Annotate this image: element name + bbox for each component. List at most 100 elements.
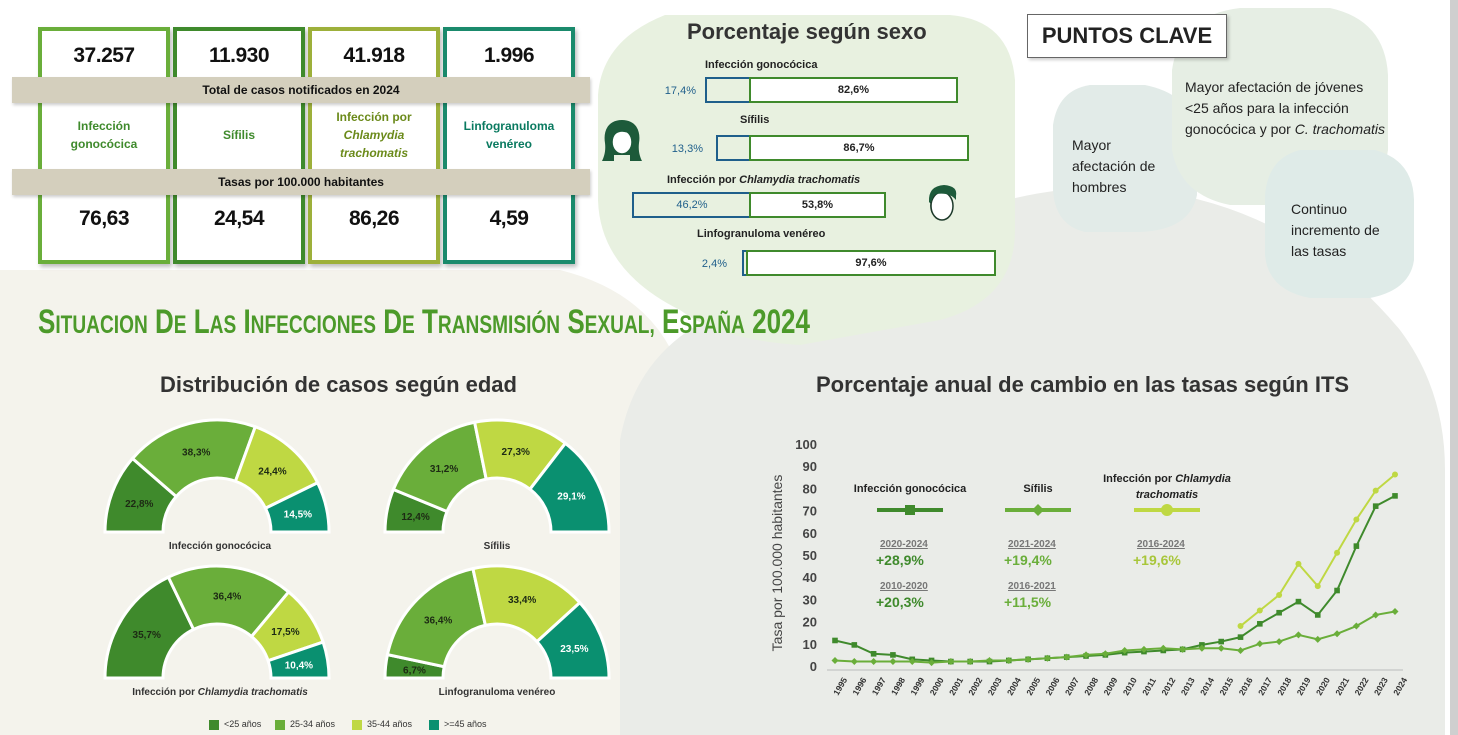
trend-legend-0: Infección gonocócica (854, 483, 967, 515)
y-tick-label: 100 (795, 437, 817, 452)
data-point (1217, 644, 1225, 652)
female-bar-gonococcal (705, 77, 750, 103)
data-point (1140, 645, 1148, 653)
donut-2: 35,7% 36,4% 17,5% 10,4% (103, 564, 331, 680)
donut-value-label: 14,5% (284, 509, 312, 520)
svg-text:Infección por Chlamydia: Infección por Chlamydia (1103, 473, 1231, 485)
data-point (1063, 653, 1071, 661)
sex-section-title: Porcentaje según sexo (687, 19, 927, 44)
data-point (831, 656, 839, 664)
donut-slice (534, 600, 611, 680)
data-point (1314, 612, 1321, 618)
data-point (1256, 640, 1264, 648)
donut-name-lgv: Linfogranuloma venéreo (438, 687, 556, 698)
cases-syphilis: 11.930 (208, 44, 270, 67)
data-point (1372, 503, 1379, 509)
y-tick-label: 30 (803, 592, 817, 607)
age-section-title: Distribución de casos según edad (160, 372, 517, 397)
x-tick-label: 2023 (1372, 675, 1390, 697)
data-point (1237, 634, 1244, 640)
donut-slice (130, 418, 258, 499)
trend-legend-1: Sífilis (1005, 483, 1071, 516)
donut-value-label: 31,2% (430, 464, 458, 475)
data-point (1121, 646, 1129, 654)
woman-icon (602, 120, 642, 161)
data-point (1043, 654, 1051, 662)
main-title: SITUACION DE LAS INFECCIONES DE TRANSMIS… (38, 303, 810, 341)
female-pct-lgv: 2,4% (701, 258, 727, 270)
y-axis-label: Tasa por 100.000 habitantes (769, 475, 785, 652)
male-bar-chlamydia: 53,8% (749, 192, 886, 218)
sex-label-chlamydia: Infección por Chlamydia trachomatis (667, 174, 861, 186)
rate-lgv: 4,59 (489, 207, 529, 230)
x-tick-label: 1997 (870, 675, 888, 697)
trend-stat-value: +19,4% (1004, 552, 1052, 568)
donut-value-label: 33,4% (508, 595, 536, 606)
x-tick-label: 2004 (1005, 675, 1023, 697)
y-tick-label: 70 (803, 504, 817, 519)
data-point (1276, 591, 1283, 598)
y-tick-label: 50 (803, 548, 817, 563)
legend-25-34: 25-34 años (275, 719, 335, 730)
y-tick-label: 10 (803, 637, 817, 652)
x-tick-label: 2000 (928, 675, 946, 697)
data-point (1295, 598, 1302, 605)
x-tick-label: 2014 (1198, 675, 1216, 697)
donut-value-label: 36,4% (213, 592, 241, 603)
data-point (1275, 638, 1283, 646)
disease-label-gonococcal: Infección gonocócica (70, 119, 138, 151)
donut-3: 6,7% 36,4% 33,4% 23,5% (383, 564, 611, 680)
x-tick-label: 1998 (889, 675, 907, 697)
data-point (1333, 630, 1341, 638)
sex-label-gonococcal: Infección gonocócica (705, 59, 818, 71)
x-tick-label: 2024 (1391, 675, 1409, 697)
key-point-men: Mayor afectación de hombres (1072, 137, 1156, 195)
legend-under25: <25 años (209, 719, 261, 730)
data-point (1334, 587, 1340, 594)
x-tick-label: 2003 (986, 675, 1004, 697)
donut-slice (527, 441, 611, 534)
y-tick-label: 20 (803, 615, 817, 630)
x-tick-label: 2019 (1295, 675, 1313, 697)
key-point-increase: Continuo incremento de las tasas (1291, 201, 1380, 259)
cases-gonococcal: 37.257 (73, 44, 135, 67)
data-point (1276, 609, 1282, 616)
x-tick-label: 2016 (1237, 675, 1255, 697)
donut-value-label: 6,7% (403, 665, 426, 676)
data-point (1024, 655, 1032, 663)
donut-slice (266, 640, 331, 680)
donut-0: 22,8% 38,3% 24,4% 14,5% (103, 418, 331, 534)
x-tick-label: 2005 (1024, 675, 1042, 697)
data-point (1237, 646, 1245, 654)
summary-box-syphilis (173, 27, 305, 264)
data-point (966, 658, 974, 666)
data-point (1082, 651, 1090, 659)
data-point (1101, 650, 1109, 658)
trend-stat-period: 2010-2020 (880, 581, 928, 592)
donut-value-label: 36,4% (424, 615, 452, 626)
data-point (1314, 635, 1322, 643)
trend-stat-period: 2016-2021 (1008, 581, 1056, 592)
donut-slice (263, 480, 331, 534)
donut-value-label: 27,3% (502, 447, 530, 458)
x-tick-label: 2008 (1082, 675, 1100, 697)
data-point (1392, 493, 1398, 499)
trend-stat-period: 2021-2024 (1008, 539, 1056, 550)
x-tick-label: 2020 (1314, 675, 1332, 697)
x-tick-label: 2007 (1063, 675, 1081, 697)
sex-label-syphilis: Sífilis (740, 114, 770, 126)
key-point-young: Mayor afectación de jóvenes <25 años par… (1185, 79, 1385, 137)
donut-value-label: 17,5% (271, 627, 299, 638)
svg-text:trachomatis: trachomatis (1136, 489, 1198, 501)
data-point (1294, 631, 1302, 639)
data-point (1372, 487, 1379, 494)
donut-value-label: 38,3% (182, 448, 210, 459)
male-bar-lgv: 97,6% (746, 250, 996, 276)
trend-stat-value: +20,3% (876, 594, 924, 610)
series-line (1239, 473, 1396, 627)
rate-chlamydia: 86,26 (348, 207, 400, 230)
donut-name-gonococcal: Infección gonocócica (168, 541, 272, 552)
male-bar-gonococcal: 82,6% (749, 77, 958, 103)
trend-section-title: Porcentaje anual de cambio en las tasas … (816, 372, 1350, 397)
disease-label-chlamydia: Infección por Chlamydia trachomatis (336, 110, 412, 160)
